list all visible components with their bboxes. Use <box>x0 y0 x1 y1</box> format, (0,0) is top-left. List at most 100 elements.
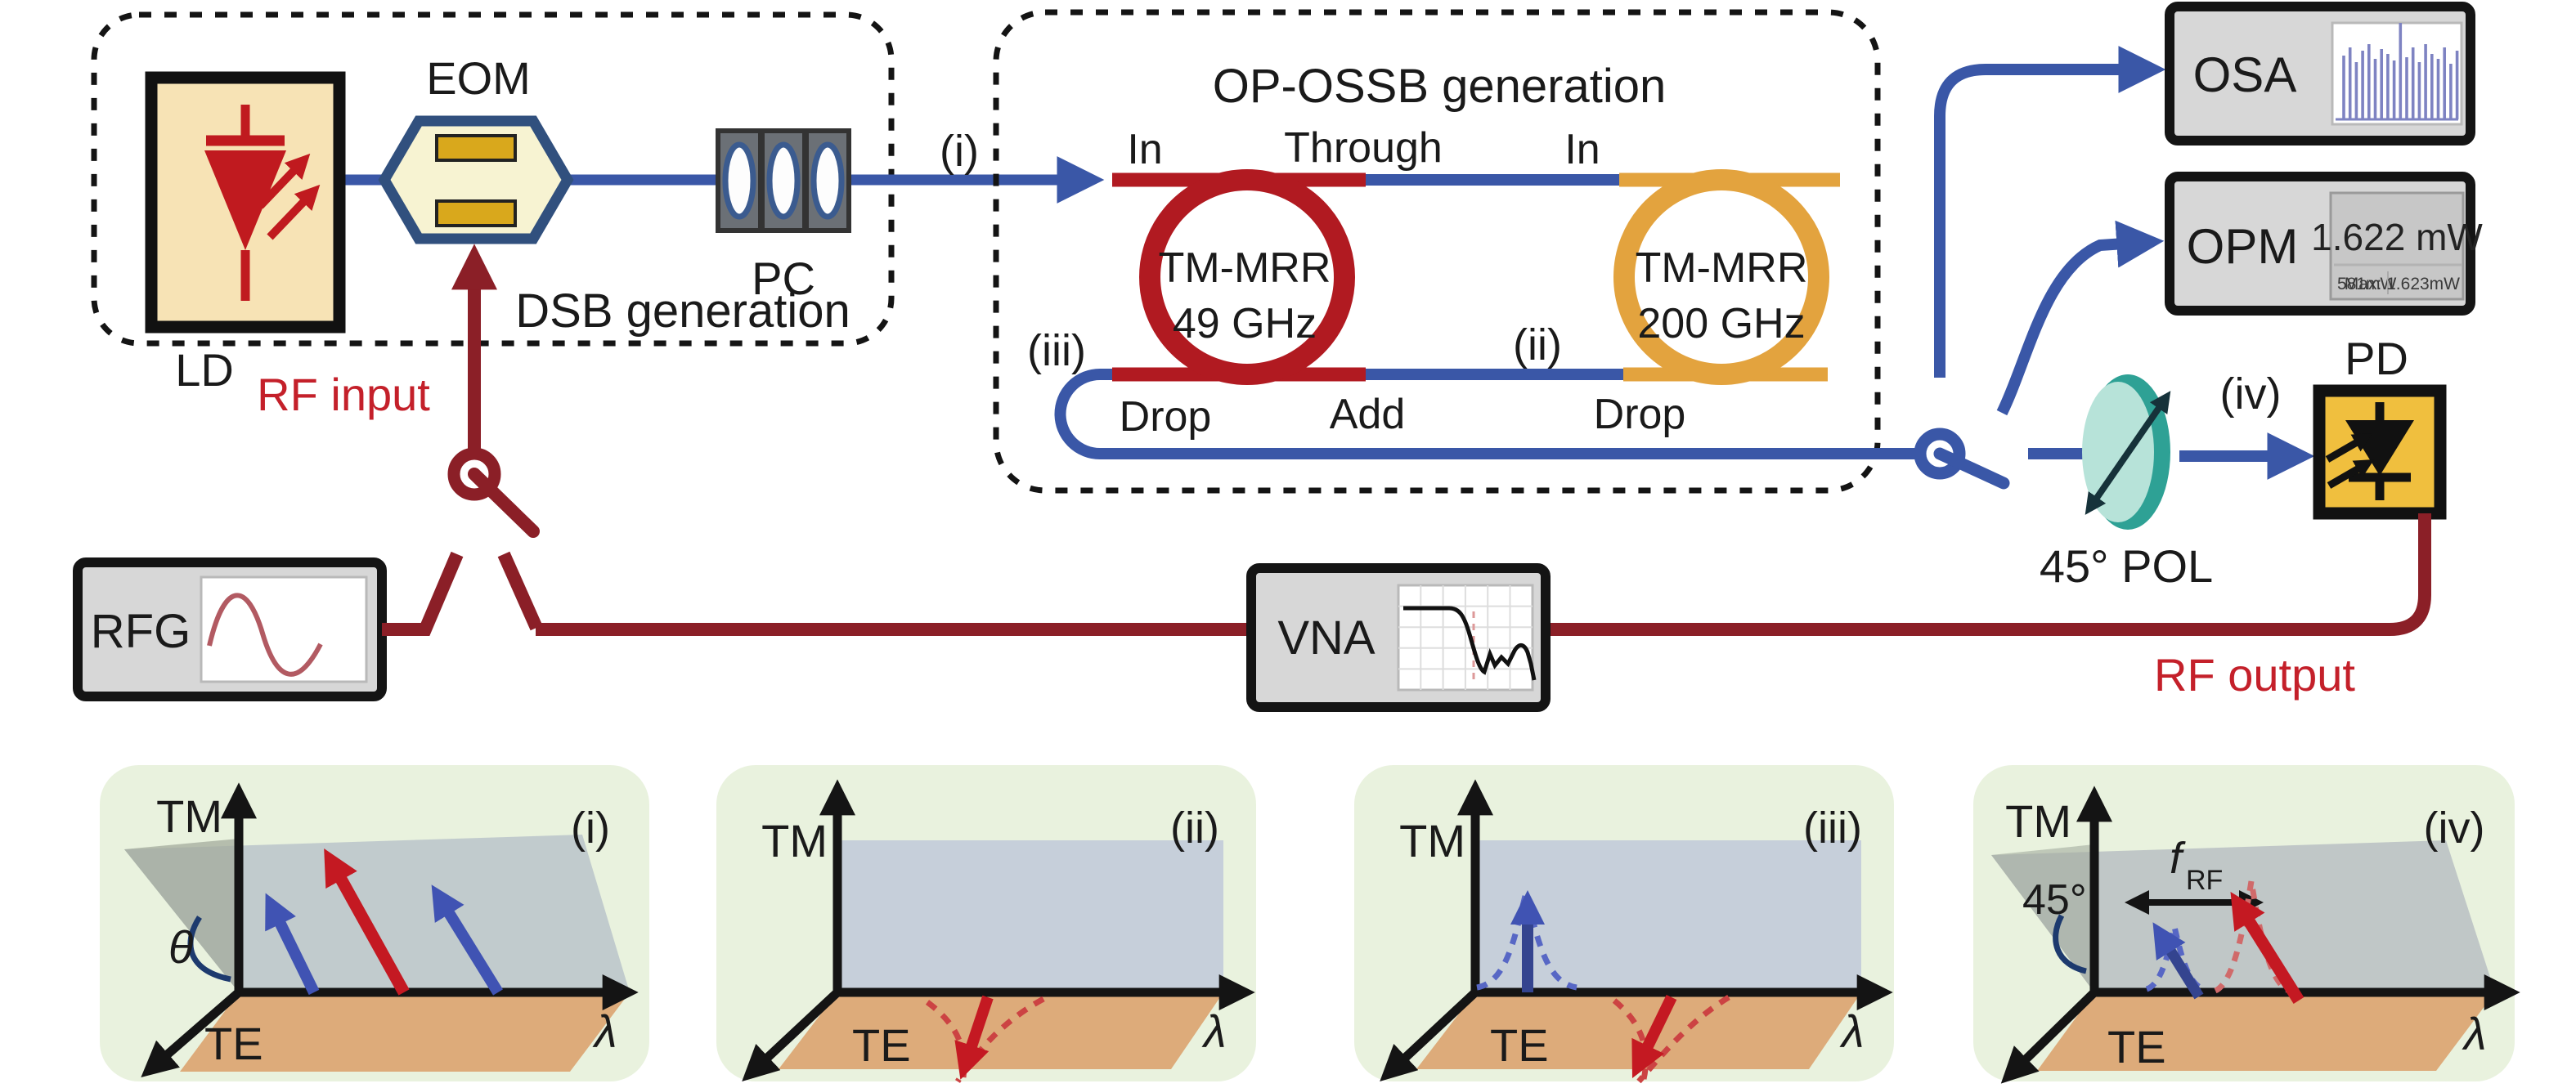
vna-label: VNA <box>1277 611 1376 665</box>
osa-instrument: OSA <box>2165 2 2475 146</box>
osa-branch-line <box>1934 46 2166 378</box>
rfg-sine-icon <box>207 593 323 677</box>
dashed-resonance-red <box>2214 880 2291 994</box>
sideband-arrow-blue <box>265 893 320 996</box>
panel-iv: 45° f RF TM TE λ (iv) <box>1973 765 2520 1084</box>
angle-arc <box>2053 914 2087 974</box>
sideband-arrow-blue <box>431 884 503 996</box>
carrier-arrow-red <box>324 848 410 996</box>
te-label: TE <box>2107 1021 2166 1072</box>
opm-reading: 1.622 mW <box>2311 216 2483 258</box>
tm-plane <box>837 840 1223 992</box>
te-axis <box>141 988 242 1078</box>
opm-screen <box>2329 191 2465 301</box>
opm-label: OPM <box>2187 219 2299 274</box>
port-drop2-label: Drop <box>1594 391 1686 438</box>
vna-instrument: VNA <box>1246 563 1551 712</box>
tilted-plane <box>124 835 630 992</box>
optical-switch-icon <box>1914 428 2084 490</box>
tm-mrr-200-ring <box>1613 169 1829 385</box>
osa-screen <box>2331 21 2463 126</box>
te-label: TE <box>1490 1019 1549 1071</box>
opm-instrument: OPM 1.622 mW 581mW Max: 1.623mW <box>2165 172 2483 316</box>
eom-label: EOM <box>426 52 531 104</box>
pc-label: PC <box>752 253 815 304</box>
rfg-label: RFG <box>91 605 191 658</box>
mrr-49-label-line1: TM-MRR <box>1159 244 1331 292</box>
rf-output-label: RF output <box>2154 649 2355 701</box>
rf-input-label: RF input <box>257 369 430 420</box>
drop-loop-line <box>1054 369 1932 459</box>
te-axis <box>742 988 841 1082</box>
port-in1-label: In <box>1127 126 1162 173</box>
lambda-label: λ <box>592 1005 617 1057</box>
opm-sub-right: Max: 1.623mW <box>2345 275 2460 293</box>
te-plane <box>2037 992 2495 1071</box>
carrier-arrow-red <box>1631 994 1677 1078</box>
tm-label: TM <box>761 815 828 866</box>
stage-iv-label: (iv) <box>2220 369 2282 419</box>
opm-sub-left: 581mW <box>2337 275 2397 293</box>
te-label: TE <box>204 1018 263 1069</box>
stage-ii-label: (ii) <box>1513 320 1562 369</box>
port-through-label: Through <box>1284 124 1443 172</box>
rf-switch-icon <box>382 447 543 636</box>
te-axis <box>2000 989 2098 1084</box>
tm-label: TM <box>2005 795 2071 847</box>
panel-ii: TM TE λ (ii) <box>716 765 1256 1083</box>
lambda-label: λ <box>2462 1008 2487 1059</box>
polarization-controller-icon <box>716 128 851 233</box>
te-label: TE <box>852 1019 911 1071</box>
ld-label: LD <box>175 344 234 396</box>
panel-i: TM θ TE λ (i) <box>100 765 649 1081</box>
panel-id: (iii) <box>1803 804 1862 853</box>
eom-icon <box>378 115 574 244</box>
panel-iii: TM TE λ (iii) <box>1354 765 1894 1084</box>
mrr-200-label-line2: 200 GHz <box>1637 300 1805 347</box>
theta-label: θ <box>168 921 193 973</box>
panel-id: (iv) <box>2424 804 2485 853</box>
rfg-screen <box>200 575 368 683</box>
rf-output-line <box>536 513 2431 636</box>
carrier-arrow-red <box>954 995 994 1080</box>
stage-iii-label: (iii) <box>1027 326 1086 375</box>
pol-label: 45° POL <box>2040 540 2213 592</box>
port-drop1-label: Drop <box>1120 393 1212 441</box>
lambda-label: λ <box>1839 1005 1865 1057</box>
mrr-49-label-line2: 49 GHz <box>1173 300 1317 347</box>
tm-mrr-49-ring <box>1139 169 1355 385</box>
photodetector-icon <box>2313 384 2447 520</box>
te-axis <box>1380 988 1479 1082</box>
dashed-resonance <box>1476 892 1577 991</box>
opm-branch-line <box>1996 220 2165 416</box>
lambda-label: λ <box>1201 1005 1227 1057</box>
dashed-te-trace <box>1636 995 1730 1084</box>
mrr-200-label-line1: TM-MRR <box>1636 244 1808 292</box>
op-ossb-generation-box <box>993 9 1881 494</box>
osa-label: OSA <box>2193 47 2297 102</box>
vna-trace-icon <box>1403 606 1537 681</box>
tm-label: TM <box>1399 815 1465 866</box>
op-ossb-title: OP-OSSB generation <box>1213 60 1667 113</box>
stage-i-label: (i) <box>940 127 979 176</box>
panel-id: (i) <box>571 804 610 853</box>
port-add-label: Add <box>1330 391 1406 438</box>
frf-label: f <box>2170 834 2186 883</box>
polarizer-45-icon <box>2082 374 2171 530</box>
theta-arc <box>187 916 231 983</box>
laser-diode-icon <box>145 71 346 334</box>
tm-label: TM <box>156 790 222 842</box>
port-in2-label: In <box>1564 126 1600 173</box>
osa-spectrum-icon <box>2342 23 2459 119</box>
sideband-arrow-blue <box>2152 922 2204 1000</box>
carrier-arrow-red <box>2230 891 2304 1004</box>
dsb-generation-title: DSB generation <box>515 284 850 338</box>
pd-label: PD <box>2345 333 2408 384</box>
rfg-instrument: RFG <box>73 557 387 701</box>
panel-id: (ii) <box>1170 804 1219 853</box>
te-plane <box>180 992 630 1072</box>
te-plane <box>779 992 1223 1069</box>
angle-45-label: 45° <box>2022 876 2087 924</box>
